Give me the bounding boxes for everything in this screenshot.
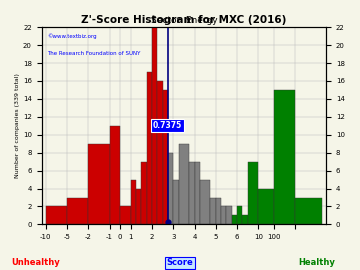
Text: 0.7375: 0.7375 [153, 121, 182, 130]
Bar [232, 215, 237, 224]
Bar [248, 162, 258, 224]
Bar [200, 180, 211, 224]
Bar [179, 144, 189, 224]
Bar [136, 188, 141, 224]
Title: Z'-Score Histogram for MXC (2016): Z'-Score Histogram for MXC (2016) [81, 15, 287, 25]
Bar [141, 162, 147, 224]
Bar [173, 180, 179, 224]
Bar [131, 180, 136, 224]
Bar [147, 72, 152, 224]
Y-axis label: Number of companies (339 total): Number of companies (339 total) [15, 73, 20, 178]
Bar [163, 90, 168, 224]
Bar [211, 198, 216, 224]
Bar [194, 162, 200, 224]
Bar [226, 207, 232, 224]
Text: Score: Score [167, 258, 193, 267]
Bar [168, 153, 173, 224]
Bar [109, 126, 120, 224]
Bar [46, 207, 67, 224]
Text: Unhealthy: Unhealthy [12, 258, 60, 267]
Bar [157, 81, 163, 224]
Bar [274, 90, 296, 224]
Bar [67, 198, 88, 224]
Bar [189, 162, 194, 224]
Bar [120, 207, 131, 224]
Text: ©www.textbiz.org: ©www.textbiz.org [47, 33, 97, 39]
Text: Sector: Energy: Sector: Energy [150, 16, 217, 25]
Bar [152, 27, 157, 224]
Text: The Research Foundation of SUNY: The Research Foundation of SUNY [47, 51, 140, 56]
Bar [242, 215, 248, 224]
Bar [296, 198, 322, 224]
Bar [258, 188, 274, 224]
Bar [237, 207, 242, 224]
Bar [221, 207, 226, 224]
Bar [88, 144, 109, 224]
Text: Healthy: Healthy [298, 258, 335, 267]
Bar [216, 198, 221, 224]
